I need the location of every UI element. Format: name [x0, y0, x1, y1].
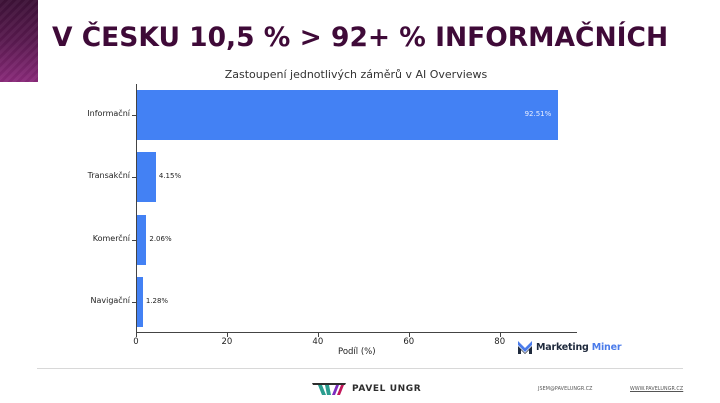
bar-1	[137, 152, 156, 203]
y-tick-label: Informační	[87, 109, 130, 119]
x-tick	[136, 333, 137, 337]
bar-value-label: 2.06%	[149, 234, 172, 243]
footer-divider	[37, 368, 683, 369]
y-tick	[132, 239, 136, 241]
y-tick-label: Transakční	[87, 171, 130, 181]
y-axis-line	[136, 84, 137, 333]
y-tick-label: Komerční	[92, 233, 130, 243]
x-axis-line	[136, 332, 577, 333]
marketing-miner-text: Marketing	[536, 341, 589, 353]
pavel-ungr-logo: PAVEL UNGR	[312, 383, 421, 395]
x-tick	[499, 333, 501, 337]
x-tick-label: 20	[221, 337, 233, 347]
decorative-pattern-block	[0, 0, 38, 82]
marketing-miner-m-icon	[518, 341, 532, 354]
x-tick-label: 80	[494, 337, 506, 347]
pavel-ungr-mark-icon	[312, 383, 346, 395]
bar-3	[137, 276, 143, 327]
x-tick-label: 40	[312, 337, 324, 347]
bar-0	[137, 90, 558, 141]
marketing-miner-logo: Marketing Miner	[517, 340, 622, 354]
bar-chart-plot-area: Informační 92.51% Transakční 4.15% Komerční 2…	[87, 84, 577, 347]
y-tick-label: Navigační	[90, 295, 130, 305]
chart-title: Zastoupení jednotlivých záměrů v AI Over…	[224, 68, 488, 81]
x-tick-label: 0	[133, 337, 139, 347]
bar-value-label: 92.51%	[524, 110, 552, 119]
y-tick	[132, 301, 136, 303]
bar-value-label: 4.15%	[158, 172, 182, 181]
pavel-ungr-name: PAVEL UNGR	[352, 384, 422, 394]
email-link[interactable]: JSEM@PAVELUNGR.CZ	[538, 387, 593, 392]
x-tick	[408, 333, 410, 337]
bar-value-label: 1.28%	[145, 296, 169, 305]
website-link[interactable]: WWW.PAVELUNGR.CZ	[630, 387, 684, 392]
x-axis-label: Podíl (%)	[338, 347, 376, 357]
y-tick	[132, 115, 136, 117]
x-tick-label: 60	[403, 337, 415, 347]
y-tick	[132, 177, 136, 179]
x-tick	[317, 333, 319, 337]
marketing-miner-accent-text: Miner	[591, 341, 622, 353]
bar-2	[137, 214, 147, 265]
x-tick	[226, 333, 228, 337]
slide-title: V ČESKU 10,5 % > 92+ % INFORMAČNÍCH	[52, 22, 669, 53]
